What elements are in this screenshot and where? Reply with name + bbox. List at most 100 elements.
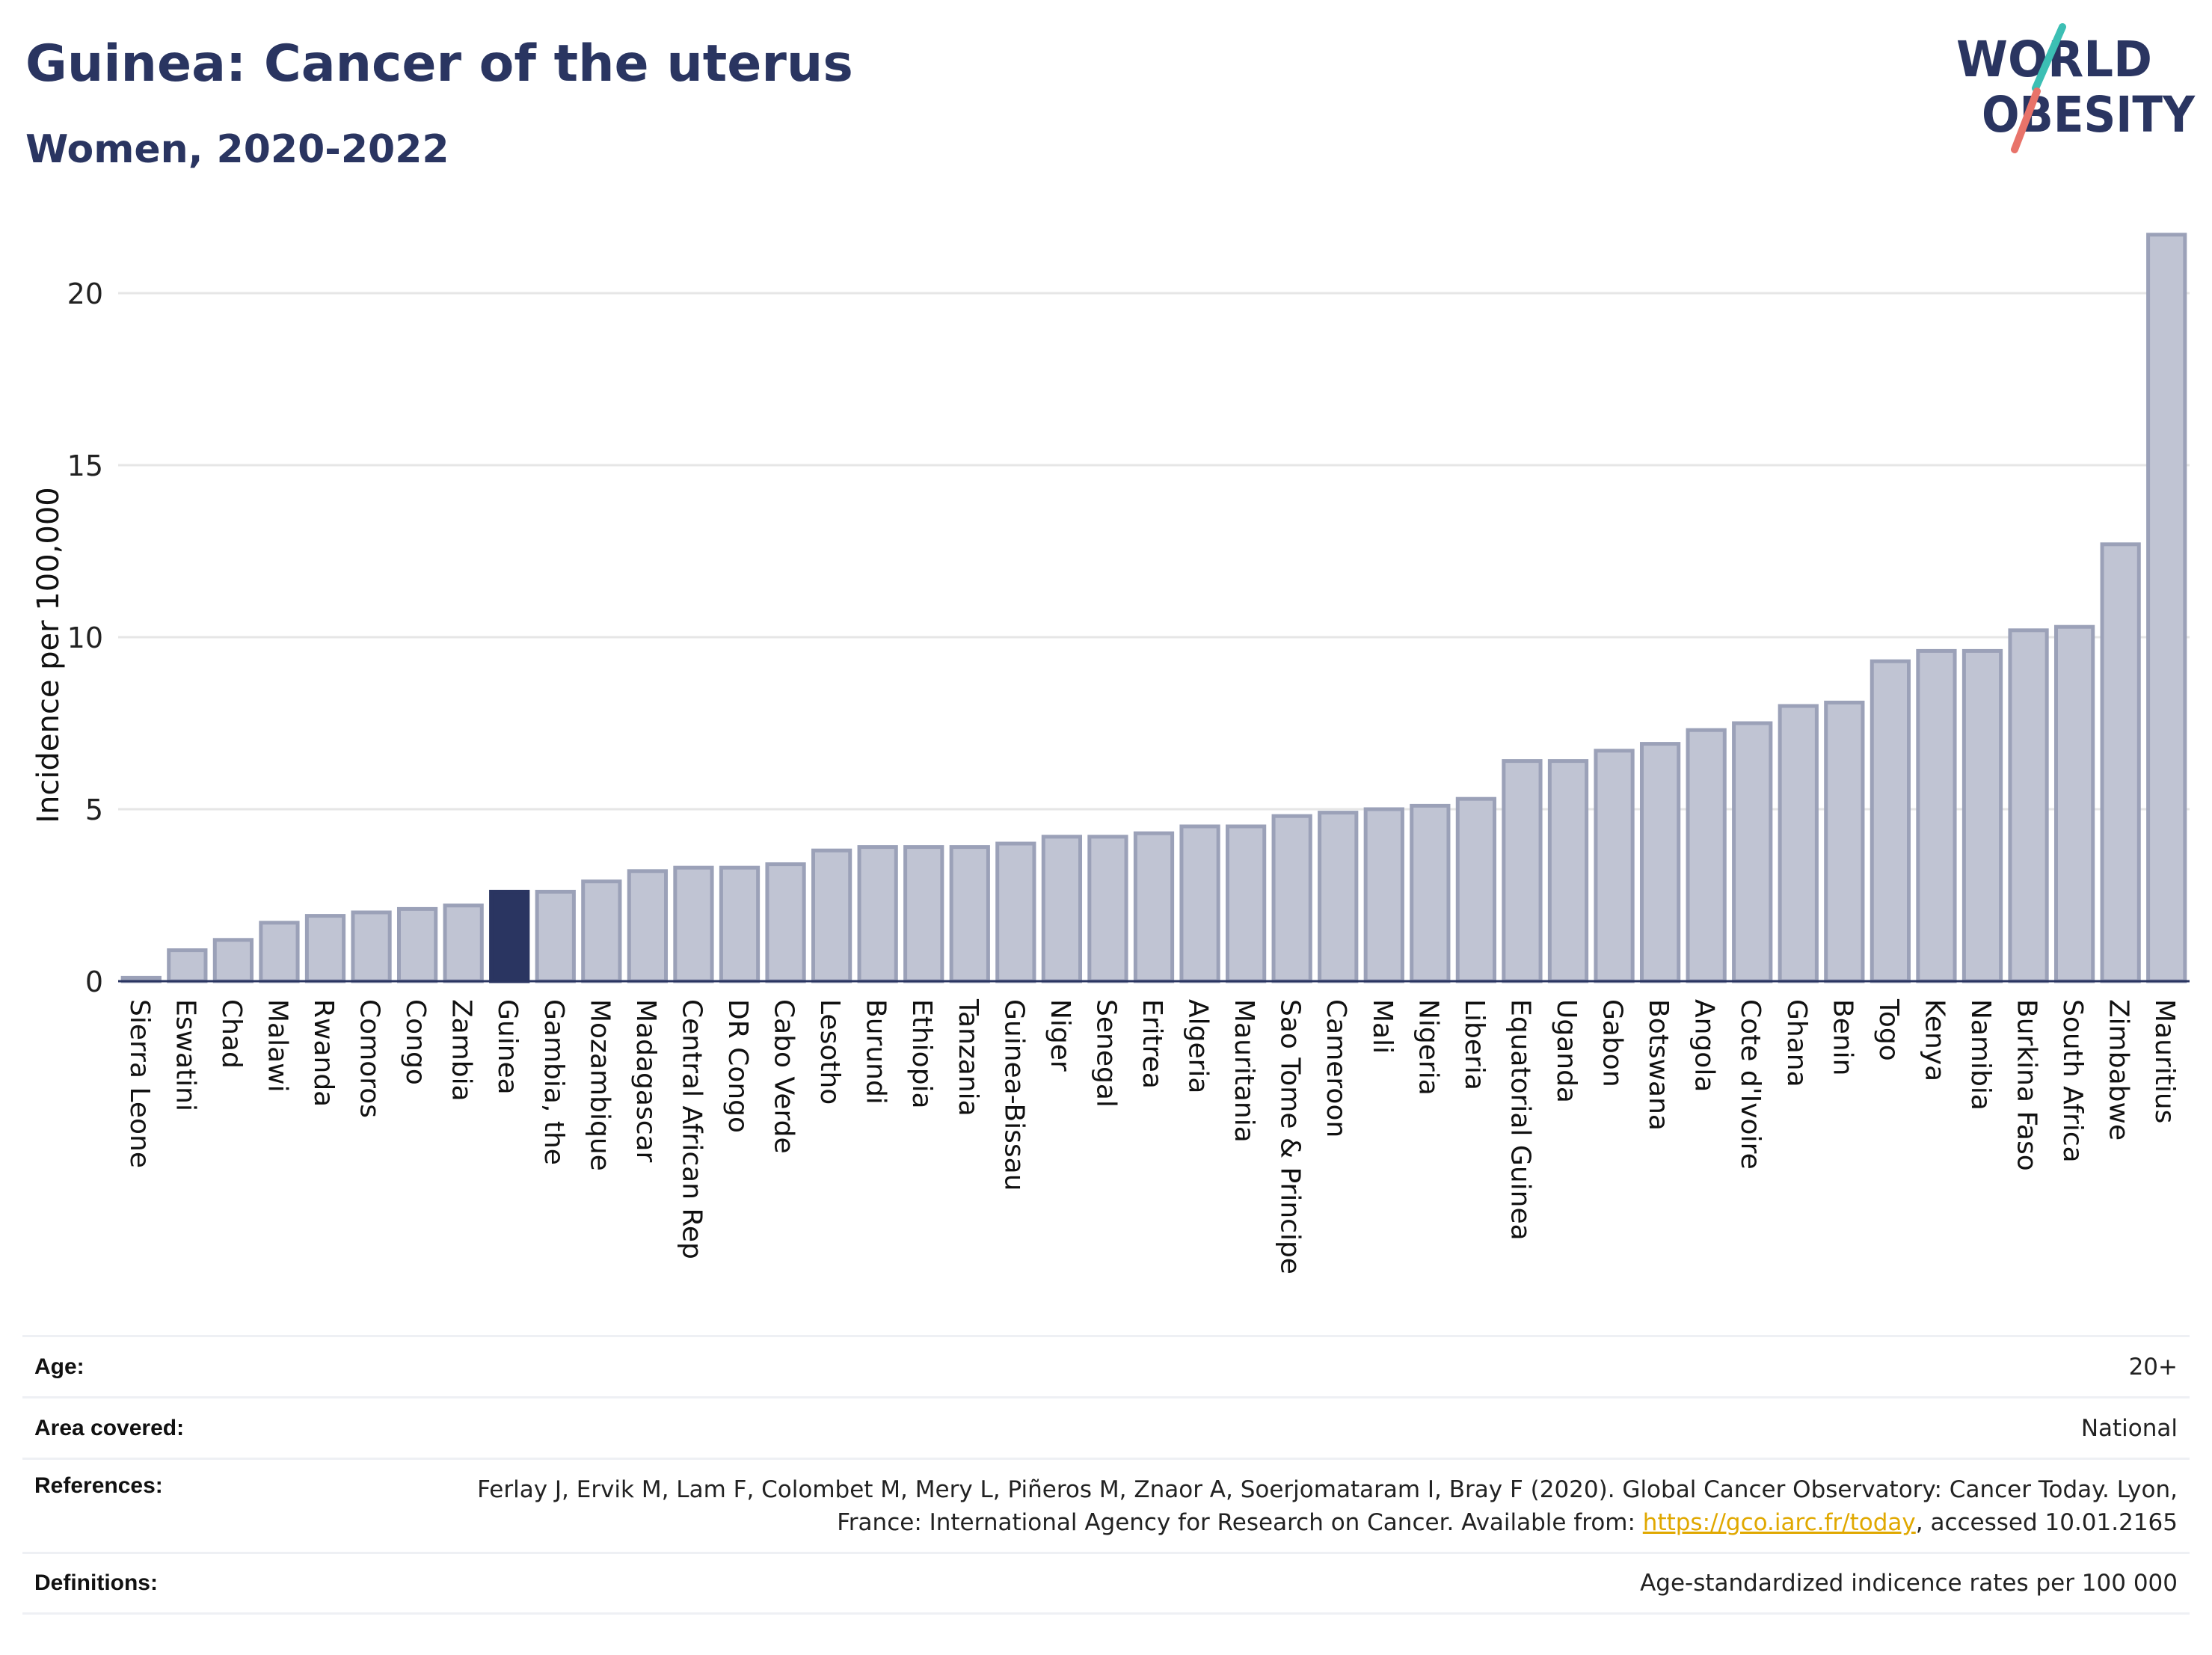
bar-botswana[interactable] [1639,742,1681,983]
x-tick-label: Central African Rep [676,999,707,1259]
bar-equatorial-guinea[interactable] [1502,759,1543,983]
x-tick-label: Benin [1827,999,1858,1075]
bar-angola[interactable] [1686,728,1727,983]
bar-mauritania[interactable] [1225,824,1267,983]
bar-cabo-verde[interactable] [765,862,806,983]
bar-madagascar[interactable] [627,869,669,983]
x-tick-label: Malawi [262,999,292,1093]
bar-south-africa[interactable] [2053,624,2095,983]
x-tick-label: Burkina Faso [2012,999,2042,1171]
page-subtitle: Women, 2020-2022 [25,127,449,172]
bar-comoros[interactable] [351,910,392,983]
x-tick-label: Congo [400,999,431,1085]
bar-namibia[interactable] [1961,648,2003,983]
bar-cote-d-ivoire[interactable] [1732,721,1773,983]
bar-kenya[interactable] [1916,648,1957,983]
x-tick-label: Equatorial Guinea [1505,999,1535,1241]
x-tick-label: Senegal [1090,999,1121,1108]
bar-sao-tome-principe[interactable] [1271,814,1312,983]
meta-value-area: National [2080,1414,2178,1442]
x-tick-label: Guinea [492,999,523,1095]
x-tick-label: Guinea-Bissau [998,999,1029,1191]
x-tick-label: Liberia [1459,999,1490,1090]
bar-gambia-the[interactable] [535,889,576,983]
x-tick-label: Ethiopia [906,999,937,1109]
x-tick-label: Rwanda [308,999,339,1107]
x-tick-label: Madagascar [630,999,661,1163]
x-tick-label: Uganda [1551,999,1582,1103]
bar-gabon[interactable] [1594,749,1635,983]
bar-zambia[interactable] [443,903,484,983]
meta-row-area: Area covered: National [22,1396,2190,1458]
meta-label-references: References: [34,1473,163,1498]
x-tick-label: South Africa [2057,999,2088,1163]
bar-chad[interactable] [212,938,254,983]
y-tick-labels: 0 5 10 15 20 [67,277,103,998]
bar-lesotho[interactable] [811,848,852,983]
bar-congo[interactable] [396,906,438,983]
x-tick-label: Gabon [1597,999,1628,1087]
logo-slash-coral [2011,87,2041,153]
meta-value-age: 20+ [2128,1353,2178,1381]
x-tick-label: Algeria [1183,999,1214,1094]
bar-eswatini[interactable] [167,948,208,983]
x-tick-label: Namibia [1965,999,1996,1111]
bar-mali[interactable] [1363,807,1404,983]
bar-tanzania[interactable] [949,845,990,983]
bar-cameroon[interactable] [1318,811,1359,983]
meta-label-definitions: Definitions: [34,1570,158,1595]
world-obesity-logo: WORLD OBESITY [1956,23,2196,153]
x-tick-label: Sierra Leone [124,999,155,1168]
bar-guinea-bissau[interactable] [995,841,1036,983]
x-tick-label: Mauritania [1229,999,1259,1143]
bar-zimbabwe[interactable] [2100,542,2141,983]
bar-ghana[interactable] [1778,704,1819,983]
bars [120,233,2187,983]
y-tick-label: 15 [67,449,103,482]
bar-ethiopia[interactable] [903,845,944,983]
bar-dr-congo[interactable] [719,865,761,983]
x-tick-label: Togo [1873,998,1904,1061]
meta-row-definitions: Definitions: Age-standardized indicence … [22,1552,2190,1615]
meta-label-area: Area covered: [34,1415,185,1440]
x-tick-label: Comoros [354,999,385,1118]
bar-benin[interactable] [1824,700,1865,983]
x-tick-label: Tanzania [953,998,983,1117]
x-tick-label: Zambia [446,999,477,1102]
references-link[interactable]: https://gco.iarc.fr/today [1642,1509,1916,1536]
bar-togo[interactable] [1870,659,1911,983]
x-tick-label: Kenya [1919,999,1950,1081]
bar-nigeria[interactable] [1410,803,1451,983]
x-tick-label: Sao Tome & Principe [1275,999,1306,1274]
bar-burkina-faso[interactable] [2008,628,2049,983]
x-tick-label: Angola [1689,999,1720,1092]
bar-central-african-rep[interactable] [673,865,714,983]
meta-row-age: Age: 20+ [22,1335,2190,1396]
meta-value-definitions: Age-standardized indicence rates per 100… [1640,1570,2178,1597]
bar-burundi[interactable] [857,845,898,983]
x-tick-label: Gambia, the [538,999,569,1165]
x-tick-label: Zimbabwe [2104,999,2134,1140]
y-tick-label: 20 [67,277,103,310]
bar-liberia[interactable] [1455,796,1497,983]
y-tick-label: 5 [85,793,103,826]
references-accessed: , accessed 10.01.2165 [1915,1509,2178,1536]
bar-guinea[interactable] [489,889,530,983]
bar-eritrea[interactable] [1133,831,1175,983]
x-tick-label: Mauritius [2149,999,2180,1123]
meta-row-references: References: Ferlay J, Ervik M, Lam F, Co… [22,1458,2190,1552]
bar-mozambique[interactable] [581,879,622,983]
y-tick-label: 10 [67,621,103,654]
bar-niger[interactable] [1041,835,1083,983]
bar-rwanda[interactable] [304,914,346,983]
x-tick-label: Eritrea [1137,999,1167,1089]
x-tick-label: Ghana [1781,999,1812,1087]
bar-senegal[interactable] [1087,835,1128,983]
x-tick-label: Mozambique [584,999,615,1171]
bar-mauritius[interactable] [2146,233,2187,983]
bar-uganda[interactable] [1547,759,1589,983]
x-tick-label: Burundi [861,999,891,1105]
bar-malawi[interactable] [259,921,300,983]
y-tick-label: 0 [85,965,103,998]
bar-algeria[interactable] [1179,824,1220,983]
